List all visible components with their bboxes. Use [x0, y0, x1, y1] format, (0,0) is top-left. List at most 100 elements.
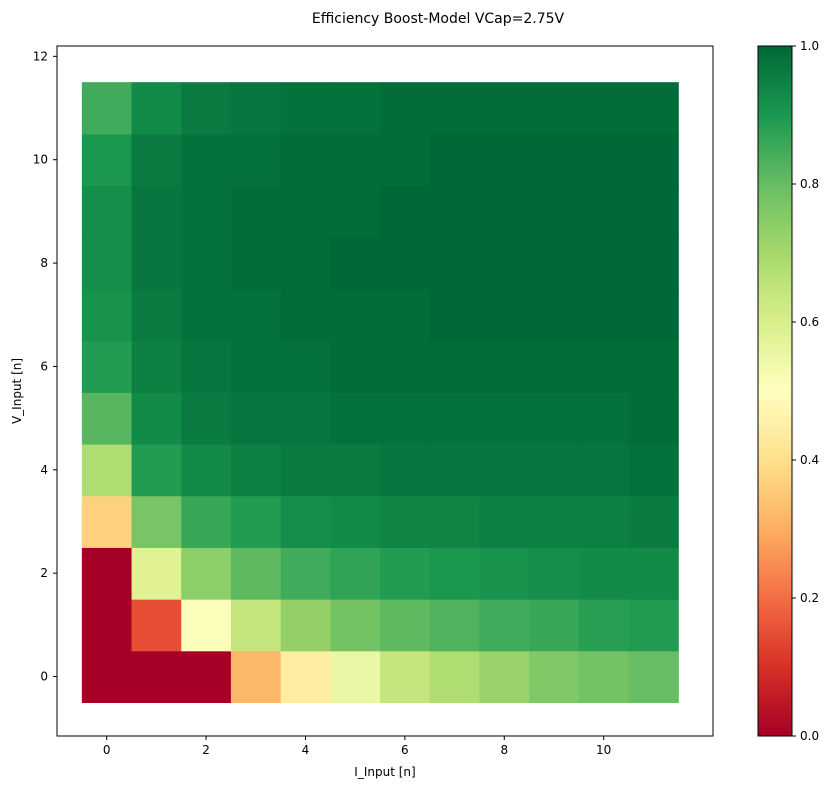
- heatmap-cell: [181, 547, 232, 600]
- heatmap-cell: [181, 185, 232, 238]
- heatmap-cell: [380, 443, 431, 497]
- heatmap-cell: [380, 288, 431, 342]
- heatmap-cell: [230, 133, 282, 187]
- plot-frame: [56, 45, 714, 737]
- heatmap-cell: [230, 443, 282, 497]
- heatmap-cell: [280, 599, 331, 652]
- heatmap-cell: [81, 133, 133, 187]
- heatmap-cell: [578, 547, 630, 600]
- y-tick-label: 8: [40, 256, 48, 270]
- heatmap-cell: [81, 599, 133, 652]
- heatmap-cell: [380, 650, 431, 704]
- heatmap-cell: [81, 547, 133, 600]
- heatmap-cell: [429, 185, 481, 238]
- heatmap-cell: [280, 392, 331, 445]
- y-tick-label: 12: [33, 49, 48, 63]
- y-tick-label: 4: [40, 463, 48, 477]
- heatmap-cell: [230, 547, 282, 600]
- colorbar-tick-label: 0.8: [800, 177, 819, 191]
- heatmap-cell: [230, 237, 282, 290]
- heatmap-cell: [280, 340, 331, 393]
- colorbar-tick-label: 0.4: [800, 453, 819, 467]
- heatmap-cell: [479, 133, 530, 187]
- heatmap-cell: [230, 185, 282, 238]
- heatmap-cell: [628, 133, 679, 187]
- heatmap-cell: [131, 82, 182, 135]
- heatmap-cell: [330, 82, 381, 135]
- heatmap-cell: [330, 650, 381, 704]
- heatmap-cell: [529, 392, 580, 445]
- heatmap-cell: [380, 392, 431, 445]
- heatmap-cell: [578, 340, 630, 393]
- heatmap-cell: [181, 133, 232, 187]
- heatmap-cell: [280, 547, 331, 600]
- heatmap-cell: [330, 392, 381, 445]
- colorbar-tick-label: 0.0: [800, 729, 819, 743]
- heatmap-cell: [131, 650, 182, 704]
- heatmap-cell: [628, 82, 679, 135]
- heatmap-cell: [529, 82, 580, 135]
- heatmap-cell: [479, 185, 530, 238]
- x-tick-label: 10: [596, 743, 611, 757]
- heatmap-cell: [628, 288, 679, 342]
- heatmap-cell: [131, 443, 182, 497]
- heatmap-cell: [131, 547, 182, 600]
- heatmap-cell: [479, 599, 530, 652]
- heatmap-cell: [81, 185, 133, 238]
- heatmap-cell: [330, 547, 381, 600]
- heatmap-cell: [380, 133, 431, 187]
- heatmap-cell: [181, 599, 232, 652]
- heatmap-cell: [479, 392, 530, 445]
- heatmap-cell: [628, 185, 679, 238]
- heatmap-cell: [230, 495, 282, 548]
- heatmap-cell: [81, 650, 133, 704]
- heatmap-cell: [81, 443, 133, 497]
- heatmap-cell: [380, 185, 431, 238]
- heatmap-cell: [330, 185, 381, 238]
- heatmap-cell: [81, 340, 133, 393]
- heatmap-cells: [81, 82, 679, 704]
- heatmap-cell: [479, 650, 530, 704]
- heatmap-cell: [628, 237, 679, 290]
- y-tick-label: 10: [33, 153, 48, 167]
- heatmap-cell: [479, 443, 530, 497]
- colorbar-axis: 0.0 0.2 0.4 0.6 0.8 1.0: [792, 39, 819, 743]
- heatmap-cell: [578, 133, 630, 187]
- x-tick-label: 0: [103, 743, 111, 757]
- heatmap-cell: [578, 650, 630, 704]
- heatmap-cell: [529, 185, 580, 238]
- y-tick-label: 6: [40, 359, 48, 373]
- heatmap-cell: [131, 185, 182, 238]
- heatmap-cell: [81, 237, 133, 290]
- heatmap-cell: [131, 288, 182, 342]
- heatmap-cell: [330, 443, 381, 497]
- colorbar: [757, 45, 793, 737]
- heatmap-cell: [429, 82, 481, 135]
- heatmap-cell: [529, 650, 580, 704]
- heatmap-cell: [181, 288, 232, 342]
- heatmap-cell: [529, 443, 580, 497]
- heatmap-cell: [429, 392, 481, 445]
- heatmap-cell: [578, 288, 630, 342]
- colorbar-tick-label: 0.2: [800, 591, 819, 605]
- heatmap-cell: [529, 340, 580, 393]
- x-axis-label: I_Input [n]: [354, 765, 415, 779]
- heatmap-cell: [230, 599, 282, 652]
- heatmap-cell: [628, 495, 679, 548]
- y-tick-label: 2: [40, 566, 48, 580]
- heatmap-cell: [280, 443, 331, 497]
- heatmap-cell: [628, 443, 679, 497]
- heatmap-cell: [280, 288, 331, 342]
- heatmap-cell: [280, 650, 331, 704]
- heatmap-cell: [330, 237, 381, 290]
- heatmap-cell: [479, 340, 530, 393]
- heatmap-cell: [380, 237, 431, 290]
- chart-title: Efficiency Boost-Model VCap=2.75V: [312, 11, 565, 27]
- heatmap-cell: [429, 599, 481, 652]
- heatmap-cell: [429, 547, 481, 600]
- y-axis-label: V_Input [n]: [10, 358, 24, 424]
- heatmap-cell: [429, 495, 481, 548]
- heatmap-cell: [131, 237, 182, 290]
- heatmap-cell: [330, 288, 381, 342]
- heatmap-cell: [131, 392, 182, 445]
